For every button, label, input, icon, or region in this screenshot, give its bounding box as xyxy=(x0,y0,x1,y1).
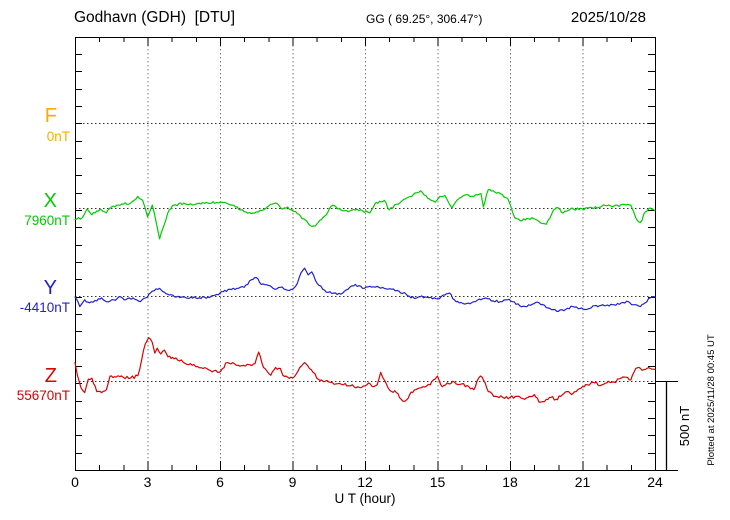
trace-Z xyxy=(74,337,656,403)
x-tick-label-18: 18 xyxy=(502,474,518,490)
component-label-x: X xyxy=(43,190,57,212)
trace-X xyxy=(74,189,656,240)
x-axis-title: U T (hour) xyxy=(334,491,396,506)
x-tick-label-21: 21 xyxy=(574,474,591,490)
x-tick-label-15: 15 xyxy=(429,474,446,490)
x-tick-label-9: 9 xyxy=(288,474,297,490)
component-baseline-f: 0nT xyxy=(46,129,70,144)
x-tick-label-6: 6 xyxy=(216,474,224,490)
component-baseline-x: 7960nT xyxy=(24,213,70,228)
component-label-z: Z xyxy=(44,365,57,387)
x-tick-label-3: 3 xyxy=(143,474,152,490)
station-title: Godhavn (GDH) [DTU] xyxy=(74,9,236,26)
component-label-f: F xyxy=(44,105,57,127)
component-baseline-y: -4410nT xyxy=(19,300,70,315)
plotted-at-timestamp: Plotted at 2025/11/28 00:45 UT xyxy=(706,334,717,466)
trace-Y xyxy=(74,267,656,312)
x-tick-label-24: 24 xyxy=(647,474,663,490)
component-baseline-z: 55670nT xyxy=(16,388,70,403)
scale-bar-label: 500 nT xyxy=(677,405,692,447)
geographic-coordinates: GG ( 69.25°, 306.47°) xyxy=(366,12,483,26)
x-tick-label-0: 0 xyxy=(71,474,79,490)
component-label-y: Y xyxy=(43,277,57,299)
x-tick-label-12: 12 xyxy=(357,474,373,490)
plot-date: 2025/10/28 xyxy=(570,9,646,26)
